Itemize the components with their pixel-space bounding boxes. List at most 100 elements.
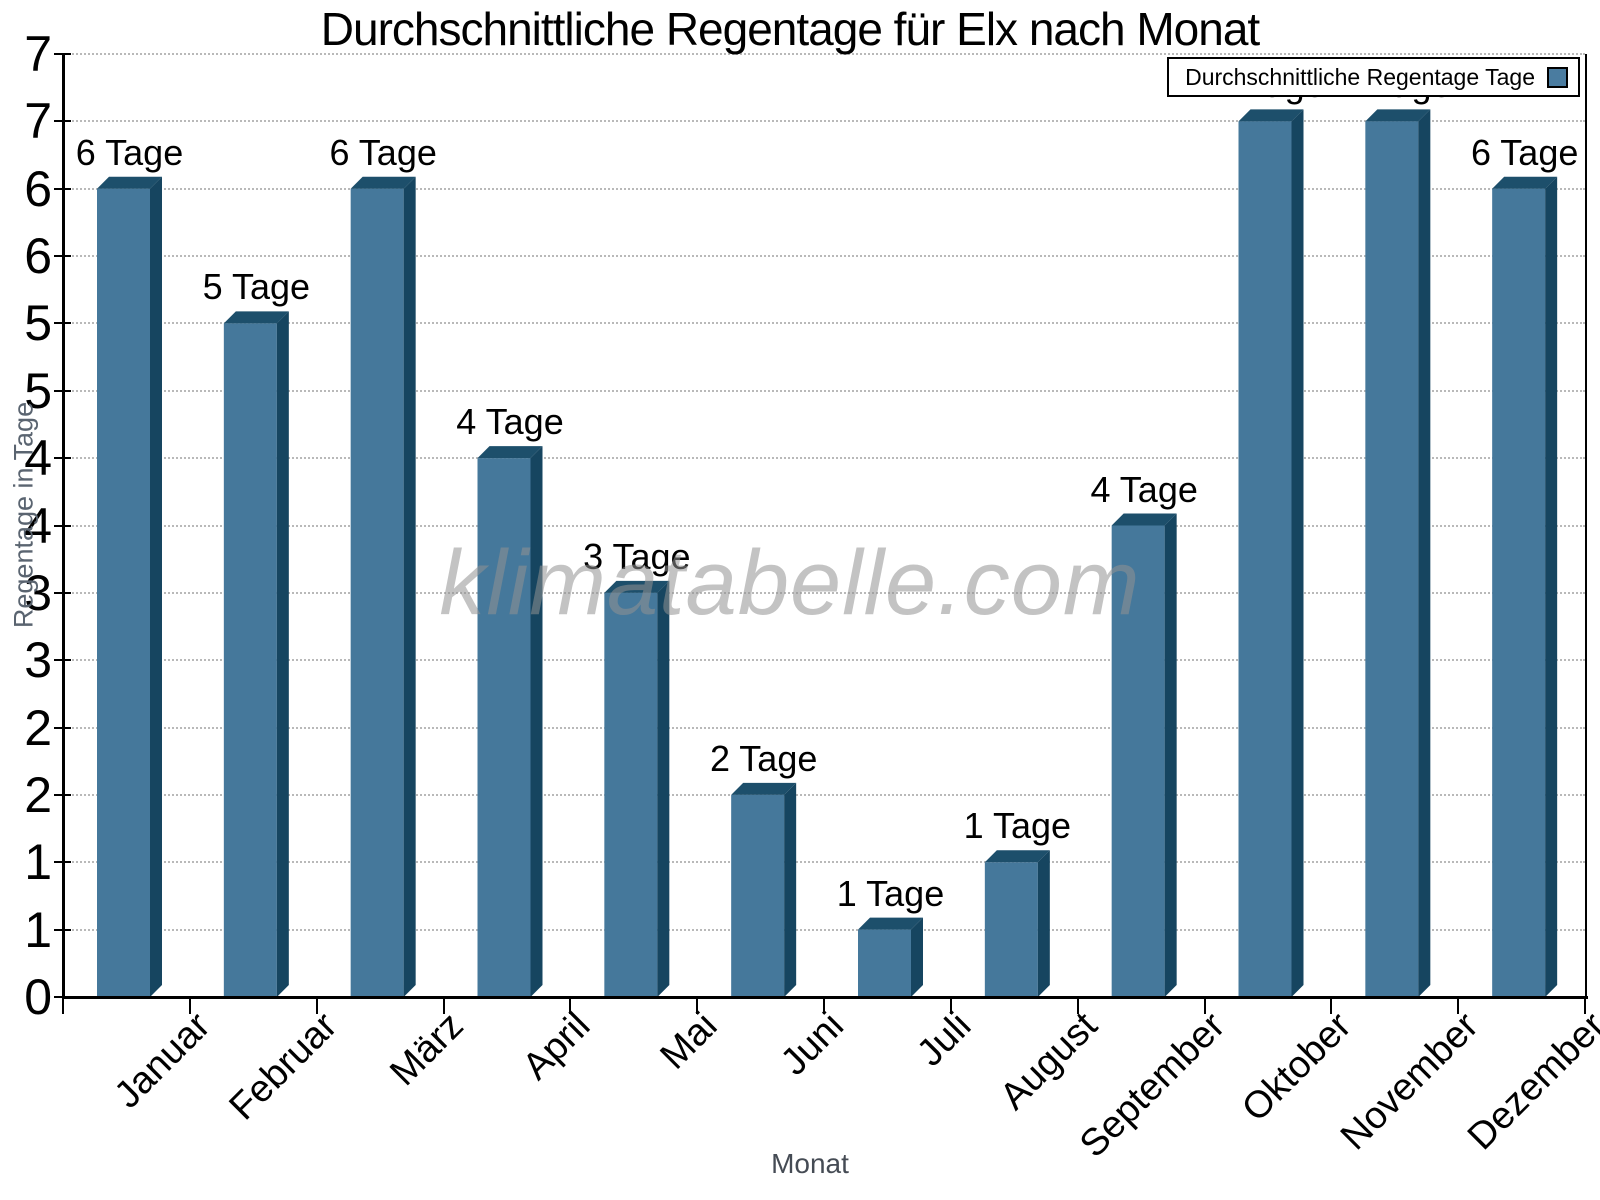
bar-value-label: 6 Tage xyxy=(1470,131,1579,173)
x-axis-tick xyxy=(1330,999,1333,1014)
legend: Durchschnittliche Regentage Tage xyxy=(1167,57,1580,97)
y-axis-tick xyxy=(54,389,71,392)
bar-side-face xyxy=(657,580,670,997)
y-gridline xyxy=(65,591,1585,594)
y-axis-title: Regentage in Tage xyxy=(8,401,39,629)
y-tick-label: 7 xyxy=(24,26,52,82)
bar-side-face xyxy=(1037,850,1050,997)
bar-side-face xyxy=(1164,513,1177,997)
y-gridline xyxy=(65,255,1585,258)
bar-value-label: 5 Tage xyxy=(202,266,311,308)
y-axis-tick xyxy=(54,120,71,123)
y-tick-label: 5 xyxy=(24,295,52,352)
bar-top-face xyxy=(1111,513,1177,526)
x-axis-tick xyxy=(1076,999,1079,1014)
bar-side-face xyxy=(276,311,289,997)
bar-side-face xyxy=(1418,109,1431,998)
x-axis-tick xyxy=(823,999,825,1014)
bar-value-label: 3 Tage xyxy=(583,535,691,577)
y-gridline xyxy=(65,187,1585,190)
x-axis-tick xyxy=(1584,999,1586,1014)
bar-April xyxy=(477,458,531,998)
bar-top-face xyxy=(1492,176,1558,189)
y-tick-label: 3 xyxy=(24,632,52,689)
y-tick-label: 2 xyxy=(24,766,52,823)
bar-side-face xyxy=(1291,109,1304,998)
y-tick-label: 7 xyxy=(24,93,52,150)
y-tick-label: 4 xyxy=(24,497,52,554)
y-axis-tick xyxy=(54,457,71,460)
y-gridline xyxy=(65,53,1585,55)
y-gridline xyxy=(65,861,1585,864)
y-axis-tick xyxy=(54,996,71,998)
x-axis-tick xyxy=(442,999,445,1014)
y-gridline xyxy=(65,793,1585,796)
bar-Dezember xyxy=(1492,188,1546,997)
y-axis-tick xyxy=(54,659,71,662)
y-axis-tick xyxy=(54,793,71,796)
x-axis-tick xyxy=(315,999,318,1014)
y-tick-label: 5 xyxy=(24,362,52,419)
y-axis-tick xyxy=(54,726,71,729)
bar-Juni xyxy=(731,794,785,997)
x-axis-tick xyxy=(1457,999,1460,1014)
y-tick-label: 6 xyxy=(24,160,52,217)
bar-Oktober xyxy=(1238,121,1292,998)
plot-right-border xyxy=(1585,54,1587,999)
y-gridline xyxy=(65,120,1585,123)
bar-Mai xyxy=(604,592,658,997)
bar-side-face xyxy=(911,917,923,997)
chart-title: Durchschnittliche Regentage für Elx nach… xyxy=(320,3,1260,55)
y-axis-tick xyxy=(54,928,71,931)
bar-top-face xyxy=(97,176,162,189)
y-gridline xyxy=(65,457,1585,460)
legend-swatch-icon xyxy=(1547,66,1568,88)
y-tick-label: 2 xyxy=(24,699,52,756)
bar-top-face xyxy=(731,782,797,795)
bar-top-face xyxy=(858,917,923,930)
y-gridline xyxy=(65,726,1585,729)
y-axis-tick xyxy=(54,591,71,594)
y-tick-label: 4 xyxy=(24,430,52,487)
bar-Februar xyxy=(223,323,277,997)
y-gridline xyxy=(65,659,1585,662)
y-axis-tick xyxy=(54,861,71,864)
bar-Juli xyxy=(858,929,911,997)
y-tick-label: 0 xyxy=(24,969,52,1025)
y-axis-tick xyxy=(54,53,71,55)
bar-side-face xyxy=(150,176,162,997)
y-axis-tick xyxy=(54,322,71,325)
bar-August xyxy=(984,862,1038,997)
y-gridline xyxy=(65,389,1585,392)
x-axis-tick xyxy=(62,999,64,1014)
bar-side-face xyxy=(1545,176,1558,997)
bar-top-face xyxy=(1238,109,1304,122)
bar-top-face xyxy=(350,176,416,189)
bar-value-label: 1 Tage xyxy=(963,805,1072,847)
x-axis-tick xyxy=(188,999,191,1014)
y-tick-label: 1 xyxy=(24,834,52,891)
bar-value-label: 4 Tage xyxy=(1090,468,1198,510)
y-tick-label: 1 xyxy=(24,901,52,958)
y-axis-tick xyxy=(54,524,71,527)
bar-value-label: 6 Tage xyxy=(329,131,437,173)
bar-top-face xyxy=(477,446,543,459)
bar-top-face xyxy=(223,311,289,324)
x-axis-tick xyxy=(1203,999,1206,1014)
y-axis-tick xyxy=(54,187,71,190)
legend-label: Durchschnittliche Regentage Tage xyxy=(1185,63,1535,90)
bar-top-face xyxy=(1365,109,1431,122)
x-axis-tick xyxy=(569,999,572,1014)
bar-side-face xyxy=(530,446,543,998)
y-gridline xyxy=(65,928,1585,931)
bar-side-face xyxy=(403,176,416,997)
y-tick-label: 6 xyxy=(24,228,52,285)
bar-value-label: 2 Tage xyxy=(709,737,818,779)
x-axis-tick xyxy=(949,999,952,1014)
bar-November xyxy=(1365,121,1419,998)
bar-top-face xyxy=(604,580,670,593)
y-gridline xyxy=(65,524,1585,527)
y-axis-tick xyxy=(54,255,71,258)
